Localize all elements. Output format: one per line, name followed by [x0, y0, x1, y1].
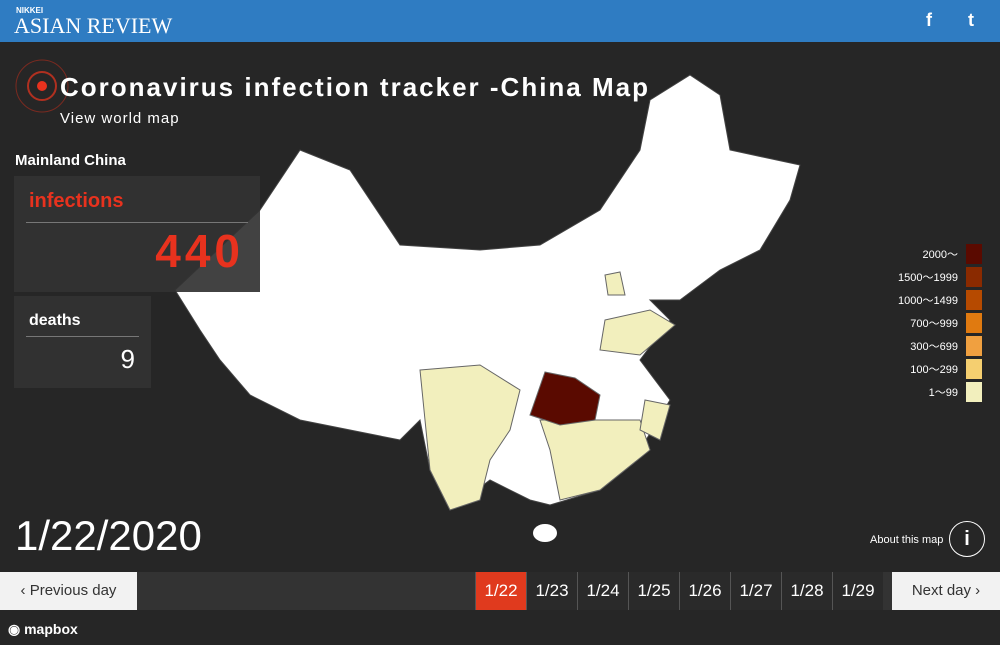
legend-swatch	[966, 336, 982, 356]
province	[639, 399, 671, 441]
province	[604, 271, 626, 296]
island	[533, 524, 557, 542]
brand: ASIAN REVIEW	[14, 13, 173, 38]
legend-label: 1〜99	[928, 387, 958, 399]
legend-label: 2000〜	[922, 249, 958, 261]
date-button[interactable]: 1/25	[628, 572, 679, 610]
province	[599, 309, 676, 356]
attribution-text: mapbox	[24, 621, 78, 637]
province	[419, 364, 521, 511]
date-button[interactable]: 1/24	[577, 572, 628, 610]
header: NIKKEI ASIAN REVIEW f t	[0, 0, 1000, 42]
attribution: ◉ mapbox	[8, 621, 78, 637]
world-link[interactable]: View world map	[60, 110, 180, 127]
legend-label: 1000〜1499	[898, 295, 958, 307]
legend-row: 1〜99	[929, 382, 982, 402]
province	[529, 371, 601, 426]
logo-dot	[37, 81, 47, 91]
previous-label[interactable]: Previous day	[29, 582, 117, 599]
date-button[interactable]: 1/29	[832, 572, 883, 610]
legend-swatch	[966, 313, 982, 333]
next-button[interactable]: Next day ›	[892, 572, 1000, 610]
logo-ring	[27, 71, 57, 101]
brand-small: NIKKEI	[16, 6, 44, 15]
date-button[interactable]: 1/27	[730, 572, 781, 610]
about[interactable]: About this map	[870, 534, 944, 546]
deaths-label: deaths	[29, 312, 81, 329]
infections-value: 440	[155, 225, 244, 277]
infections-panel: infections 440	[14, 176, 260, 292]
legend-label: 700〜999	[910, 318, 958, 330]
legend-label: 100〜299	[910, 364, 958, 376]
infections-label: infections	[29, 190, 124, 212]
date-button[interactable]: 1/23	[526, 572, 577, 610]
twitter[interactable]: t	[968, 10, 974, 30]
logo-ring	[15, 59, 69, 113]
legend-swatch	[966, 359, 982, 379]
province	[539, 419, 651, 501]
legend-row: 1000〜1499	[898, 290, 982, 310]
legend-row: 100〜299	[910, 359, 982, 379]
legend: 2000〜 1500〜1999 1000〜1499 700〜999 300〜699 100…	[850, 244, 990, 404]
legend-row: 2000〜	[923, 244, 982, 264]
deaths-panel: deaths 9	[14, 296, 151, 388]
legend-swatch	[966, 244, 982, 264]
legend-swatch	[966, 267, 982, 287]
previous-button[interactable]: ‹ Previous day	[0, 572, 137, 610]
info-button[interactable]: i	[949, 521, 985, 557]
legend-swatch	[966, 290, 982, 310]
legend-label: 1500〜1999	[898, 272, 958, 284]
legend-row: 300〜699	[910, 336, 982, 356]
date-button[interactable]: 1/28	[781, 572, 832, 610]
next-label[interactable]: Next day	[911, 582, 972, 599]
legend-swatch	[966, 382, 982, 402]
legend-row: 1500〜1999	[898, 267, 982, 287]
china-outline	[174, 74, 801, 511]
title: Coronavirus infection tracker -China Map	[60, 72, 650, 102]
date-button[interactable]: 1/26	[679, 572, 730, 610]
legend-row: 700〜999	[910, 313, 982, 333]
timeline: ‹ Previous day Next day › 1/22 1/23 1/24 1/…	[0, 572, 1000, 610]
deaths-value: 9	[120, 344, 135, 374]
date: 1/22/2020	[15, 512, 202, 559]
region: Mainland China	[15, 152, 126, 169]
legend-label: 300〜699	[910, 341, 958, 353]
date-button[interactable]: 1/22	[475, 572, 526, 610]
facebook[interactable]: f	[926, 10, 932, 30]
